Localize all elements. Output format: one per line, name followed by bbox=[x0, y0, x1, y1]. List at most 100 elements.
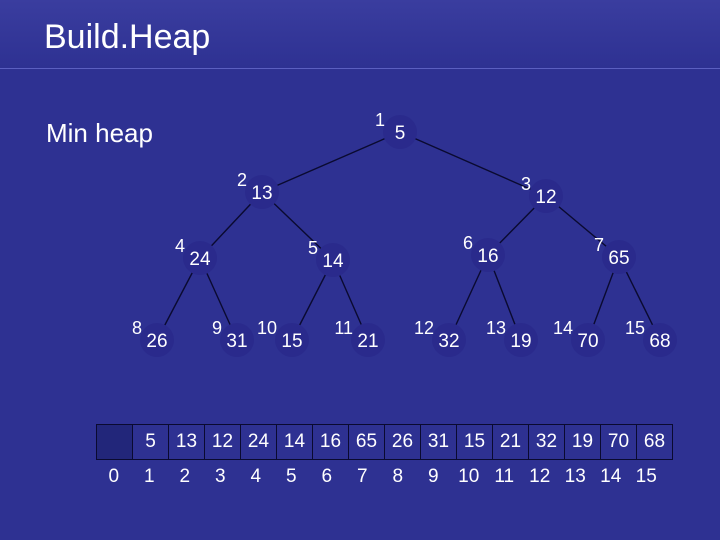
node-index: 14 bbox=[553, 318, 573, 338]
node-value: 16 bbox=[477, 246, 498, 267]
slide-title: Build.Heap bbox=[44, 18, 211, 56]
node-value: 14 bbox=[322, 251, 344, 272]
array-cell: 31 bbox=[420, 424, 457, 460]
node-value: 13 bbox=[251, 183, 272, 204]
heap-node: 319 bbox=[212, 318, 254, 357]
heap-node: 132 bbox=[237, 170, 279, 209]
node-index: 8 bbox=[132, 318, 142, 338]
array-index: 13 bbox=[564, 466, 586, 487]
heap-node: 657 bbox=[594, 235, 636, 274]
heap-node: 145 bbox=[308, 238, 350, 277]
node-value: 32 bbox=[438, 331, 459, 352]
node-value: 21 bbox=[357, 331, 378, 352]
array-cell: 15 bbox=[456, 424, 493, 460]
array-cell bbox=[96, 424, 133, 460]
node-circle bbox=[471, 238, 505, 272]
title-bar bbox=[0, 0, 720, 69]
node-circle bbox=[220, 323, 254, 357]
heap-node: 51 bbox=[375, 110, 417, 149]
node-index: 6 bbox=[463, 233, 473, 253]
node-circle bbox=[183, 241, 217, 275]
array-cell: 68 bbox=[636, 424, 673, 460]
heap-node: 244 bbox=[175, 236, 217, 275]
node-circle bbox=[383, 115, 417, 149]
array-cell: 16 bbox=[312, 424, 349, 460]
array-cell: 65 bbox=[348, 424, 385, 460]
array-cell: 21 bbox=[492, 424, 529, 460]
node-value: 26 bbox=[146, 331, 167, 352]
node-index: 11 bbox=[334, 318, 353, 338]
array-cell: 32 bbox=[528, 424, 565, 460]
array-index: 7 bbox=[356, 466, 368, 487]
array-index-row: 0 1 2 3 4 5 6 7 8 9 10 11 12 13 14 15 bbox=[96, 466, 664, 488]
node-index: 13 bbox=[486, 318, 506, 338]
array-index: 10 bbox=[458, 466, 480, 487]
array-cell: 70 bbox=[600, 424, 637, 460]
array-index: 6 bbox=[321, 466, 333, 487]
array-index: 4 bbox=[250, 466, 262, 487]
array-index: 8 bbox=[392, 466, 404, 487]
node-index: 4 bbox=[175, 236, 185, 256]
array-cell: 19 bbox=[564, 424, 601, 460]
node-index: 5 bbox=[308, 238, 318, 258]
node-circle bbox=[529, 179, 563, 213]
array-index: 15 bbox=[635, 466, 657, 487]
node-index: 3 bbox=[521, 174, 531, 194]
node-circle bbox=[140, 323, 174, 357]
node-circle bbox=[351, 323, 385, 357]
array-index: 3 bbox=[214, 466, 226, 487]
node-circle bbox=[571, 323, 605, 357]
heap-node: 123 bbox=[521, 174, 563, 213]
node-value: 68 bbox=[649, 331, 670, 352]
node-circle bbox=[275, 323, 309, 357]
node-value: 19 bbox=[510, 331, 531, 352]
node-value: 15 bbox=[281, 331, 302, 352]
array-index: 12 bbox=[529, 466, 551, 487]
array-cell: 5 bbox=[132, 424, 169, 460]
array-index: 1 bbox=[143, 466, 155, 487]
node-index: 7 bbox=[594, 235, 604, 255]
array-index: 2 bbox=[179, 466, 191, 487]
heap-array: 5 13 12 24 14 16 65 26 31 15 21 32 19 70 68 bbox=[96, 424, 673, 460]
node-index: 10 bbox=[257, 318, 277, 338]
node-value: 70 bbox=[577, 331, 598, 352]
array-cell: 12 bbox=[204, 424, 241, 460]
node-value: 65 bbox=[608, 248, 629, 269]
array-index: 11 bbox=[494, 466, 515, 487]
array-cell: 14 bbox=[276, 424, 313, 460]
array-index: 0 bbox=[108, 466, 120, 487]
node-circle bbox=[504, 323, 538, 357]
node-value: 31 bbox=[226, 331, 247, 352]
node-index: 9 bbox=[212, 318, 222, 338]
node-value: 12 bbox=[535, 187, 556, 208]
array-index: 5 bbox=[285, 466, 297, 487]
array-index: 14 bbox=[600, 466, 622, 487]
node-circle bbox=[245, 175, 279, 209]
tree-edge bbox=[399, 131, 547, 197]
node-circle bbox=[316, 243, 350, 277]
heap-node: 166 bbox=[463, 233, 505, 272]
node-index: 15 bbox=[625, 318, 645, 338]
heap-type-label: Min heap bbox=[46, 118, 153, 148]
node-circle bbox=[643, 323, 677, 357]
node-index: 12 bbox=[414, 318, 434, 338]
tree-edge bbox=[261, 131, 401, 193]
node-circle bbox=[602, 240, 636, 274]
heap-node: 268 bbox=[132, 318, 174, 357]
node-index: 2 bbox=[237, 170, 247, 190]
node-circle bbox=[432, 323, 466, 357]
array-cell: 26 bbox=[384, 424, 421, 460]
array-index: 9 bbox=[427, 466, 439, 487]
array-cell: 13 bbox=[168, 424, 205, 460]
node-value: 24 bbox=[189, 249, 211, 270]
node-value: 5 bbox=[395, 123, 406, 144]
array-cell: 24 bbox=[240, 424, 277, 460]
node-index: 1 bbox=[375, 110, 385, 130]
